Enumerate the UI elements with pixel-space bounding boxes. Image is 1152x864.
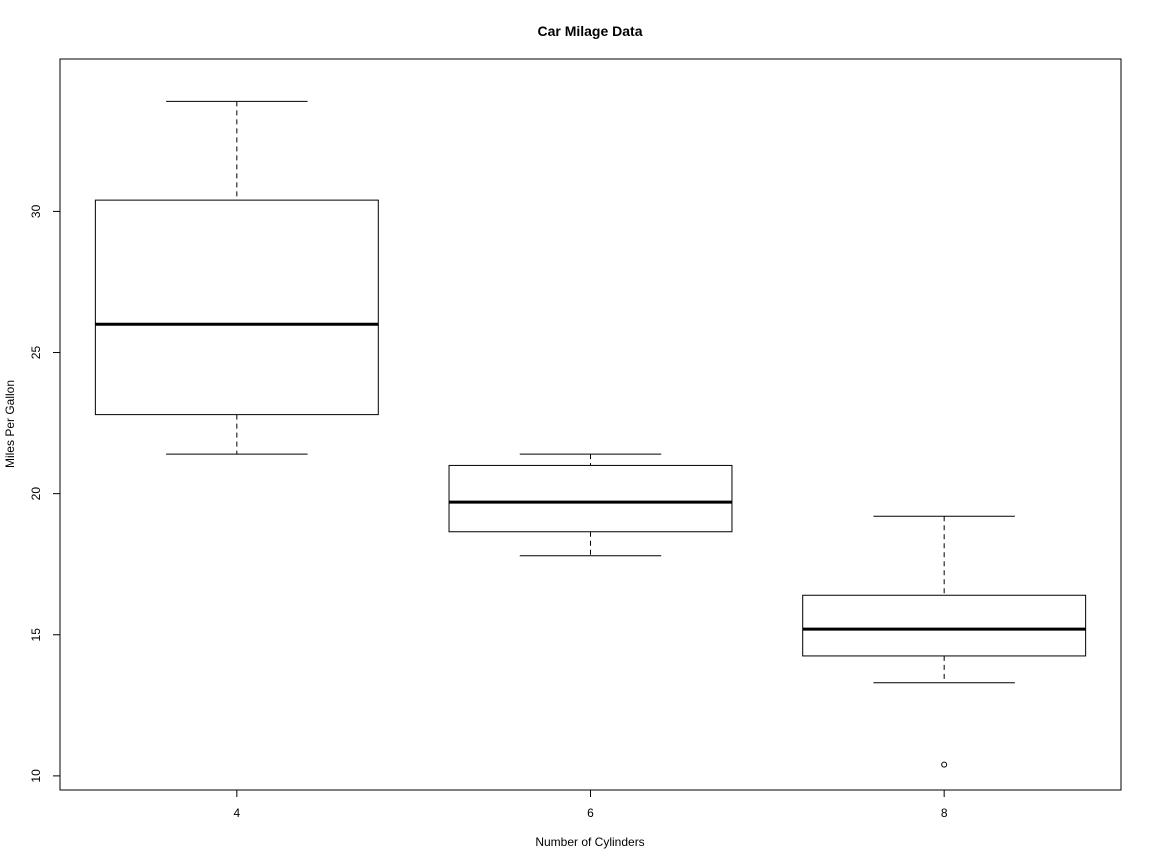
x-tick-label: 4 — [233, 806, 240, 820]
box-iqr — [802, 594, 1087, 657]
y-tick-label: 20 — [29, 487, 43, 501]
outlier-point — [941, 761, 948, 768]
y-axis-label: Miles Per Gallon — [3, 380, 17, 468]
boxes-group — [94, 100, 1087, 768]
x-axis-label: Number of Cylinders — [535, 835, 644, 849]
x-tick-label: 8 — [941, 806, 948, 820]
chart-title: Car Milage Data — [537, 23, 642, 39]
y-tick-label: 30 — [29, 204, 43, 218]
x-axis: 4 6 8 — [233, 790, 948, 820]
box-iqr — [94, 199, 379, 416]
box-iqr — [448, 464, 733, 533]
y-tick-label: 10 — [29, 769, 43, 783]
y-tick-label: 15 — [29, 628, 43, 642]
y-tick-label: 25 — [29, 346, 43, 360]
y-axis: 10 15 20 25 30 — [29, 204, 60, 783]
plot-frame — [59, 58, 1122, 791]
x-tick-label: 6 — [587, 806, 594, 820]
